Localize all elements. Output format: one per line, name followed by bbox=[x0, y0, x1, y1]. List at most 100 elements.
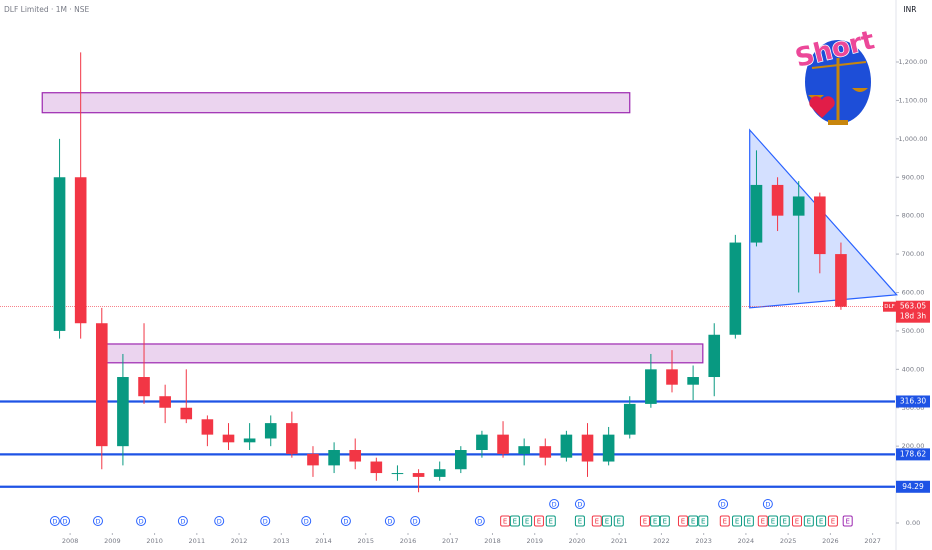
dividend-label: D bbox=[387, 518, 392, 526]
earnings-marker bbox=[545, 515, 556, 527]
dividend-label: D bbox=[263, 518, 268, 526]
dividend-label: D bbox=[95, 518, 100, 526]
earnings-label: E bbox=[783, 518, 787, 526]
dividend-marker bbox=[384, 516, 395, 526]
earnings-marker bbox=[779, 515, 790, 527]
y-tick-label: 1,000.00 bbox=[899, 135, 928, 143]
candle-body bbox=[687, 377, 699, 385]
candle-body bbox=[328, 450, 340, 466]
level-label: 316.30 bbox=[900, 396, 926, 405]
dividend-label: D bbox=[765, 501, 770, 509]
symbol-box bbox=[883, 301, 896, 312]
earnings-marker bbox=[650, 515, 661, 527]
dividend-label: D bbox=[413, 518, 418, 526]
candle-body bbox=[835, 254, 847, 307]
earnings-marker bbox=[827, 515, 838, 527]
y-tick-label: 1,100.00 bbox=[899, 96, 928, 104]
candle-body bbox=[581, 434, 594, 462]
earnings-label: E bbox=[525, 518, 529, 526]
level-label: 178.62 bbox=[900, 449, 926, 458]
x-tick-label: 2018 bbox=[484, 537, 501, 545]
x-tick-label: 2024 bbox=[738, 537, 755, 545]
dividend-label: D bbox=[552, 501, 557, 509]
x-tick-label: 2016 bbox=[400, 537, 417, 545]
sticker bbox=[805, 40, 871, 125]
candle-body bbox=[74, 177, 87, 324]
earnings-marker bbox=[591, 515, 602, 527]
dividend-marker bbox=[60, 516, 71, 526]
earnings-marker bbox=[767, 515, 778, 527]
candle-body bbox=[159, 396, 171, 408]
dividend-marker bbox=[92, 516, 103, 526]
x-tick-label: 2027 bbox=[864, 537, 881, 545]
earnings-marker bbox=[522, 515, 533, 527]
earnings-marker bbox=[743, 515, 754, 527]
earnings-label: E bbox=[617, 518, 621, 526]
candle-body bbox=[771, 184, 784, 216]
earnings-marker bbox=[803, 515, 814, 527]
earnings-marker bbox=[677, 515, 688, 527]
zone bbox=[104, 343, 704, 364]
candle-body bbox=[454, 450, 467, 470]
earnings-label: E bbox=[747, 518, 751, 526]
candle-body bbox=[497, 434, 509, 454]
dividend-label: D bbox=[343, 518, 348, 526]
y-tick-label: 900.00 bbox=[902, 173, 925, 181]
dividend-label: D bbox=[721, 501, 726, 509]
candle-body bbox=[53, 177, 66, 331]
level-box bbox=[896, 448, 930, 461]
earnings-marker bbox=[601, 515, 612, 527]
candle-body bbox=[666, 369, 678, 385]
earnings-label: E bbox=[537, 518, 541, 526]
candle-body bbox=[349, 450, 362, 462]
earnings-label: E bbox=[691, 518, 695, 526]
dividend-marker bbox=[574, 499, 585, 509]
dividend-label: D bbox=[577, 501, 582, 509]
candle-body bbox=[433, 469, 446, 477]
x-tick-label: 2014 bbox=[315, 537, 332, 545]
candle-body bbox=[243, 438, 256, 443]
earnings-marker bbox=[574, 515, 585, 527]
x-tick-label: 2009 bbox=[104, 537, 121, 545]
dividend-marker bbox=[718, 499, 729, 509]
x-tick-label: 2025 bbox=[780, 537, 797, 545]
dividend-label: D bbox=[139, 518, 144, 526]
x-tick-label: 2013 bbox=[273, 537, 290, 545]
level-label: 94.29 bbox=[902, 482, 924, 491]
earnings-label: E bbox=[807, 518, 811, 526]
last-price-label: 563.05 bbox=[900, 302, 926, 311]
x-tick-label: 2022 bbox=[653, 537, 670, 545]
candle-body bbox=[645, 369, 657, 404]
candle-body bbox=[412, 473, 425, 477]
candle-body bbox=[370, 461, 383, 474]
dividend-label: D bbox=[180, 518, 185, 526]
earnings-marker bbox=[698, 515, 709, 527]
earnings-label: E bbox=[831, 518, 835, 526]
dividend-marker bbox=[214, 516, 225, 526]
candle-body bbox=[814, 196, 826, 255]
earnings-label: E bbox=[653, 518, 657, 526]
dividend-marker bbox=[177, 516, 188, 526]
earnings-label: E bbox=[643, 518, 647, 526]
dividend-label: D bbox=[52, 518, 57, 526]
x-tick-label: 2010 bbox=[146, 537, 163, 545]
candle-body bbox=[539, 446, 552, 458]
dividend-marker bbox=[340, 516, 351, 526]
earnings-marker bbox=[533, 515, 544, 527]
earnings-label: E bbox=[701, 518, 705, 526]
x-tick-label: 2012 bbox=[231, 537, 248, 545]
y-tick-label: 0.00 bbox=[906, 519, 920, 527]
earnings-label: E bbox=[845, 518, 849, 526]
earnings-label: E bbox=[549, 518, 553, 526]
earnings-marker bbox=[639, 515, 650, 527]
y-tick-label: 400.00 bbox=[902, 365, 925, 373]
candle-body bbox=[117, 377, 129, 447]
dividend-marker bbox=[474, 516, 485, 526]
x-tick-label: 2011 bbox=[189, 537, 206, 545]
dividend-label: D bbox=[477, 518, 482, 526]
candle-body bbox=[391, 473, 404, 475]
earnings-marker bbox=[688, 515, 699, 527]
earnings-label: E bbox=[795, 518, 799, 526]
earnings-marker bbox=[757, 515, 768, 527]
